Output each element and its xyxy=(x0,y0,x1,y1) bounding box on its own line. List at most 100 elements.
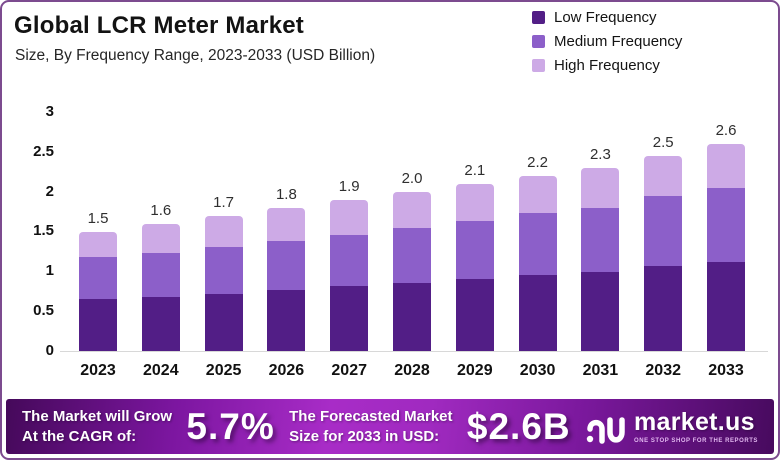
bar-segment-high-frequency xyxy=(79,231,117,258)
legend-label: Low Frequency xyxy=(554,9,657,26)
stacked-bar xyxy=(204,215,243,351)
forecast-label-line2: Size for 2033 in USD: xyxy=(289,427,440,445)
legend-item-medium-frequency: Medium Frequency xyxy=(532,33,764,50)
x-axis-label-2030: 2030 xyxy=(519,362,556,379)
plot-area: 1.5 1.6 1.7 1.8 1.9 2.0 2.1 2.2 2.3 2.5 2.6 xyxy=(2,2,778,351)
legend-swatch-icon xyxy=(532,11,545,24)
bottom-banner: The Market will Grow At the CAGR of: 5.7… xyxy=(6,399,774,454)
bar-segment-medium-frequency xyxy=(330,234,369,287)
bar-segment-high-frequency xyxy=(455,183,494,222)
x-axis-label-2028: 2028 xyxy=(394,362,430,379)
stacked-bar-chart: 1.5 1.6 1.7 1.8 1.9 2.0 2.1 2.2 2.3 2.5 2.6 3 2.5 2 1… xyxy=(2,2,778,394)
bar-group-2023: 1.5 xyxy=(66,210,130,351)
bar-segment-medium-frequency xyxy=(267,241,306,291)
legend-swatch-icon xyxy=(532,59,545,72)
bar-total-label: 2.6 xyxy=(715,121,737,139)
bar-group-2027: 1.9 xyxy=(317,178,381,351)
bar-total-label: 1.7 xyxy=(213,193,235,211)
bar-total-label: 1.9 xyxy=(338,177,360,195)
bar-group-2029: 2.1 xyxy=(443,162,507,351)
stacked-bar xyxy=(141,223,180,351)
bar-segment-high-frequency xyxy=(707,143,745,189)
bar-total-label: 2.1 xyxy=(464,161,486,179)
stacked-bar xyxy=(267,207,306,351)
x-axis-label-2025: 2025 xyxy=(205,362,242,379)
legend-label: Medium Frequency xyxy=(554,33,683,50)
x-axis-label-2023: 2023 xyxy=(80,362,116,379)
bar-segment-high-frequency xyxy=(393,191,431,229)
forecast-label-line1: The Forecasted Market xyxy=(289,408,453,425)
bar-segment-low-frequency xyxy=(204,293,243,351)
marketus-logo: market.us ONE STOP SHOP FOR THE REPORTS xyxy=(585,409,758,444)
bar-segment-high-frequency xyxy=(581,167,620,208)
cagr-value: 5.7% xyxy=(186,405,275,447)
legend-item-high-frequency: High Frequency xyxy=(532,57,764,74)
y-tick-label: 3 xyxy=(45,102,54,120)
x-axis-label-2024: 2024 xyxy=(143,362,179,379)
x-axis-line xyxy=(60,351,768,352)
bar-segment-low-frequency xyxy=(393,283,431,351)
bar-segment-medium-frequency xyxy=(204,246,243,294)
x-axis-label-2029: 2029 xyxy=(457,362,493,379)
x-axis-label-2026: 2026 xyxy=(268,362,305,379)
bar-total-label: 2.5 xyxy=(652,133,674,151)
bar-segment-low-frequency xyxy=(330,286,369,351)
bar-group-2030: 2.2 xyxy=(506,154,570,351)
y-tick-label: 0.5 xyxy=(33,302,54,320)
bar-group-2026: 1.8 xyxy=(254,186,318,351)
bar-group-2032: 2.5 xyxy=(631,134,695,351)
bar-segment-high-frequency xyxy=(644,155,683,197)
bar-segment-low-frequency xyxy=(141,296,180,351)
page-title: Global LCR Meter Market xyxy=(14,12,304,39)
legend-swatch-icon xyxy=(532,35,545,48)
logo-tagline: ONE STOP SHOP FOR THE REPORTS xyxy=(634,437,758,444)
chart-legend: Low Frequency Medium Frequency High Freque… xyxy=(532,9,764,74)
bar-segment-low-frequency xyxy=(455,279,494,351)
bar-segment-low-frequency xyxy=(518,275,557,351)
bar-total-label: 2.2 xyxy=(527,153,549,171)
y-tick-label: 1.5 xyxy=(33,222,54,240)
stacked-bar xyxy=(581,167,620,351)
legend-item-low-frequency: Low Frequency xyxy=(532,9,764,26)
bar-segment-medium-frequency xyxy=(393,228,431,284)
cagr-label-line1: The Market will Grow xyxy=(22,408,173,425)
forecast-label: The Forecasted Market Size for 2033 in U… xyxy=(289,407,452,446)
bar-segment-low-frequency xyxy=(707,261,745,351)
bar-segment-high-frequency xyxy=(330,199,369,235)
bar-segment-high-frequency xyxy=(518,175,557,214)
stacked-bar xyxy=(707,143,745,351)
x-axis-label-2031: 2031 xyxy=(582,362,619,379)
bar-total-label: 2.0 xyxy=(401,169,423,187)
bar-group-2025: 1.7 xyxy=(192,194,256,351)
logo-text-block: market.us ONE STOP SHOP FOR THE REPORTS xyxy=(634,409,758,444)
x-axis-label-2032: 2032 xyxy=(645,362,681,379)
forecast-value: $2.6B xyxy=(466,405,571,447)
stacked-bar xyxy=(644,155,683,351)
y-tick-label: 1 xyxy=(45,262,54,280)
y-tick-label: 2.5 xyxy=(33,142,54,160)
x-axis-label-2027: 2027 xyxy=(331,362,367,379)
bar-group-2033: 2.6 xyxy=(694,122,758,351)
bar-segment-low-frequency xyxy=(267,290,306,351)
bar-segment-medium-frequency xyxy=(141,253,180,297)
stacked-bar xyxy=(455,183,494,351)
bar-segment-medium-frequency xyxy=(518,213,557,276)
bar-segment-medium-frequency xyxy=(79,257,117,300)
bar-segment-medium-frequency xyxy=(455,221,494,280)
bar-segment-medium-frequency xyxy=(644,196,683,266)
bar-total-label: 1.5 xyxy=(87,209,109,227)
y-tick-label: 2 xyxy=(45,182,54,200)
cagr-label: The Market will Grow At the CAGR of: xyxy=(22,407,172,446)
bar-segment-high-frequency xyxy=(267,207,306,242)
bar-segment-high-frequency xyxy=(204,215,243,247)
bar-group-2024: 1.6 xyxy=(129,202,193,351)
bar-total-label: 2.3 xyxy=(589,145,611,163)
bar-group-2031: 2.3 xyxy=(568,146,632,351)
bar-total-label: 1.8 xyxy=(275,185,297,203)
page-subtitle: Size, By Frequency Range, 2023-2033 (USD… xyxy=(15,47,376,64)
stacked-bar xyxy=(330,199,369,351)
bar-segment-medium-frequency xyxy=(581,207,620,273)
x-axis-label-2033: 2033 xyxy=(708,362,744,379)
legend-label: High Frequency xyxy=(554,57,660,74)
bar-segment-low-frequency xyxy=(581,272,620,351)
